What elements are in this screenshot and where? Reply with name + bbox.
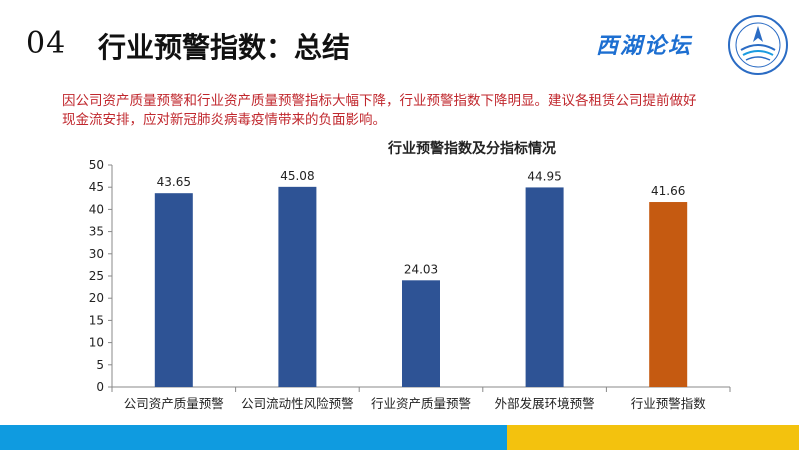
bar-value-label: 43.65 xyxy=(157,175,191,189)
y-tick-label: 30 xyxy=(89,247,104,261)
x-axis: 公司资产质量预警 公司流动性风险预警 行业资产质量预警 外部发展环境预警 行业预警指数 xyxy=(111,386,731,411)
section-number: 04 xyxy=(26,26,67,61)
y-tick-label: 10 xyxy=(89,336,104,350)
y-tick-label: 0 xyxy=(96,380,104,394)
y-tick-label: 45 xyxy=(89,180,104,194)
x-category-label: 公司流动性风险预警 xyxy=(241,396,354,411)
forum-logo-icon xyxy=(728,15,788,75)
x-category-label: 行业资产质量预警 xyxy=(371,396,471,411)
footer-band-blue xyxy=(0,425,507,450)
bar xyxy=(154,193,193,387)
footer-band-yellow xyxy=(507,425,799,450)
y-tick-label: 15 xyxy=(89,313,104,327)
bar-chart: 行业预警指数及分指标情况 0 5 10 15 20 25 30 35 40 45 50 公司资产质量… xyxy=(80,130,799,430)
bar xyxy=(402,280,440,387)
y-tick-label: 35 xyxy=(89,225,104,239)
bar-series: 43.65 45.08 24.03 44.95 41.66 xyxy=(154,169,688,387)
bar xyxy=(278,186,317,387)
bar-value-label: 44.95 xyxy=(527,169,561,183)
brand-name: 西湖论坛 xyxy=(596,34,693,59)
x-category-label: 公司资产质量预警 xyxy=(124,396,224,411)
chart-svg: 0 5 10 15 20 25 30 35 40 45 50 公司资产质量预警 公司流动性风险预警 行业… xyxy=(89,158,731,411)
bar-value-label: 41.66 xyxy=(651,184,685,198)
bar xyxy=(649,202,688,387)
y-tick-label: 40 xyxy=(89,202,104,216)
y-tick-label: 50 xyxy=(89,158,104,172)
y-tick-label: 25 xyxy=(89,269,104,283)
bar-value-label: 45.08 xyxy=(280,169,314,183)
bar-value-label: 24.03 xyxy=(404,262,438,276)
slide-header: 04 行业预警指数：总结 西湖论坛 xyxy=(0,0,799,80)
x-category-label: 行业预警指数 xyxy=(631,396,707,411)
x-category-label: 外部发展环境预警 xyxy=(495,396,595,411)
chart-title: 行业预警指数及分指标情况 xyxy=(388,141,556,157)
y-tick-label: 5 xyxy=(96,358,104,372)
page-title: 行业预警指数：总结 xyxy=(98,31,351,64)
y-tick-label: 20 xyxy=(89,291,104,305)
y-axis: 0 5 10 15 20 25 30 35 40 45 50 xyxy=(89,158,113,394)
summary-text: 因公司资产质量预警和行业资产质量预警指标大幅下降，行业预警指数下降明显。建议各租… xyxy=(62,93,697,128)
bar xyxy=(525,187,564,387)
